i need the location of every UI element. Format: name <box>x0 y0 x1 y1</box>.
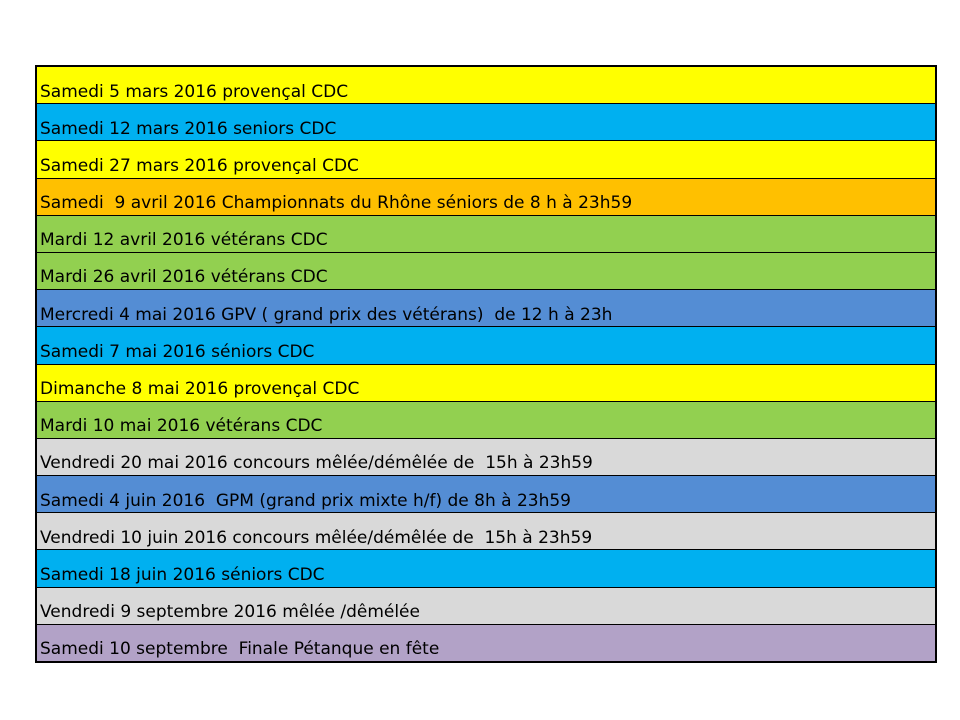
event-row-label: Samedi 5 mars 2016 provençal CDC <box>40 81 349 102</box>
event-row-label: Samedi 4 juin 2016 GPM (grand prix mixte… <box>40 490 572 511</box>
event-row-label: Samedi 12 mars 2016 seniors CDC <box>40 118 337 139</box>
event-row: Samedi 12 mars 2016 seniors CDC <box>37 104 935 142</box>
event-row: Samedi 10 septembre Finale Pétanque en f… <box>37 624 935 661</box>
event-row-label: Vendredi 20 mai 2016 concours mêlée/démê… <box>40 453 593 474</box>
event-row-label: Samedi 9 avril 2016 Championnats du Rhôn… <box>40 193 633 214</box>
event-row: Vendredi 20 mai 2016 concours mêlée/démê… <box>37 438 935 477</box>
event-row: Vendredi 10 juin 2016 concours mêlée/dém… <box>37 513 935 551</box>
event-calendar-table: Samedi 5 mars 2016 provençal CDC Samedi … <box>35 65 937 663</box>
event-row-label: Mardi 26 avril 2016 vétérans CDC <box>40 267 328 288</box>
event-row: Samedi 9 avril 2016 Championnats du Rhôn… <box>37 178 935 216</box>
event-row: Mercredi 4 mai 2016 GPV ( grand prix des… <box>37 290 935 328</box>
event-row: Mardi 10 mai 2016 vétérans CDC <box>37 401 935 439</box>
event-row-label: Mardi 12 avril 2016 vétérans CDC <box>40 230 328 251</box>
event-row-label: Samedi 10 septembre Finale Pétanque en f… <box>40 639 440 660</box>
event-row: Samedi 5 mars 2016 provençal CDC <box>37 67 935 105</box>
event-row: Samedi 7 mai 2016 séniors CDC <box>37 327 935 365</box>
event-row: Mardi 12 avril 2016 vétérans CDC <box>37 215 935 253</box>
event-row-label: Samedi 27 mars 2016 provençal CDC <box>40 155 359 176</box>
event-row: Samedi 27 mars 2016 provençal CDC <box>37 141 935 179</box>
event-row-label: Vendredi 9 septembre 2016 mêlée /dêmélée <box>40 602 420 623</box>
event-row: Samedi 4 juin 2016 GPM (grand prix mixte… <box>37 476 935 514</box>
event-row: Samedi 18 juin 2016 séniors CDC <box>37 550 935 588</box>
event-row-label: Dimanche 8 mai 2016 provençal CDC <box>40 379 360 399</box>
event-row-label: Samedi 18 juin 2016 séniors CDC <box>40 564 325 585</box>
event-row-label: Vendredi 10 juin 2016 concours mêlée/dém… <box>40 527 593 548</box>
event-row-label: Mercredi 4 mai 2016 GPV ( grand prix des… <box>40 304 613 325</box>
event-row: Vendredi 9 septembre 2016 mêlée /dêmélée <box>37 587 935 625</box>
event-row-label: Mardi 10 mai 2016 vétérans CDC <box>40 416 323 437</box>
event-row-label: Samedi 7 mai 2016 séniors CDC <box>40 341 315 362</box>
event-row: Mardi 26 avril 2016 vétérans CDC <box>37 252 935 291</box>
event-row: Dimanche 8 mai 2016 provençal CDC <box>37 364 935 402</box>
